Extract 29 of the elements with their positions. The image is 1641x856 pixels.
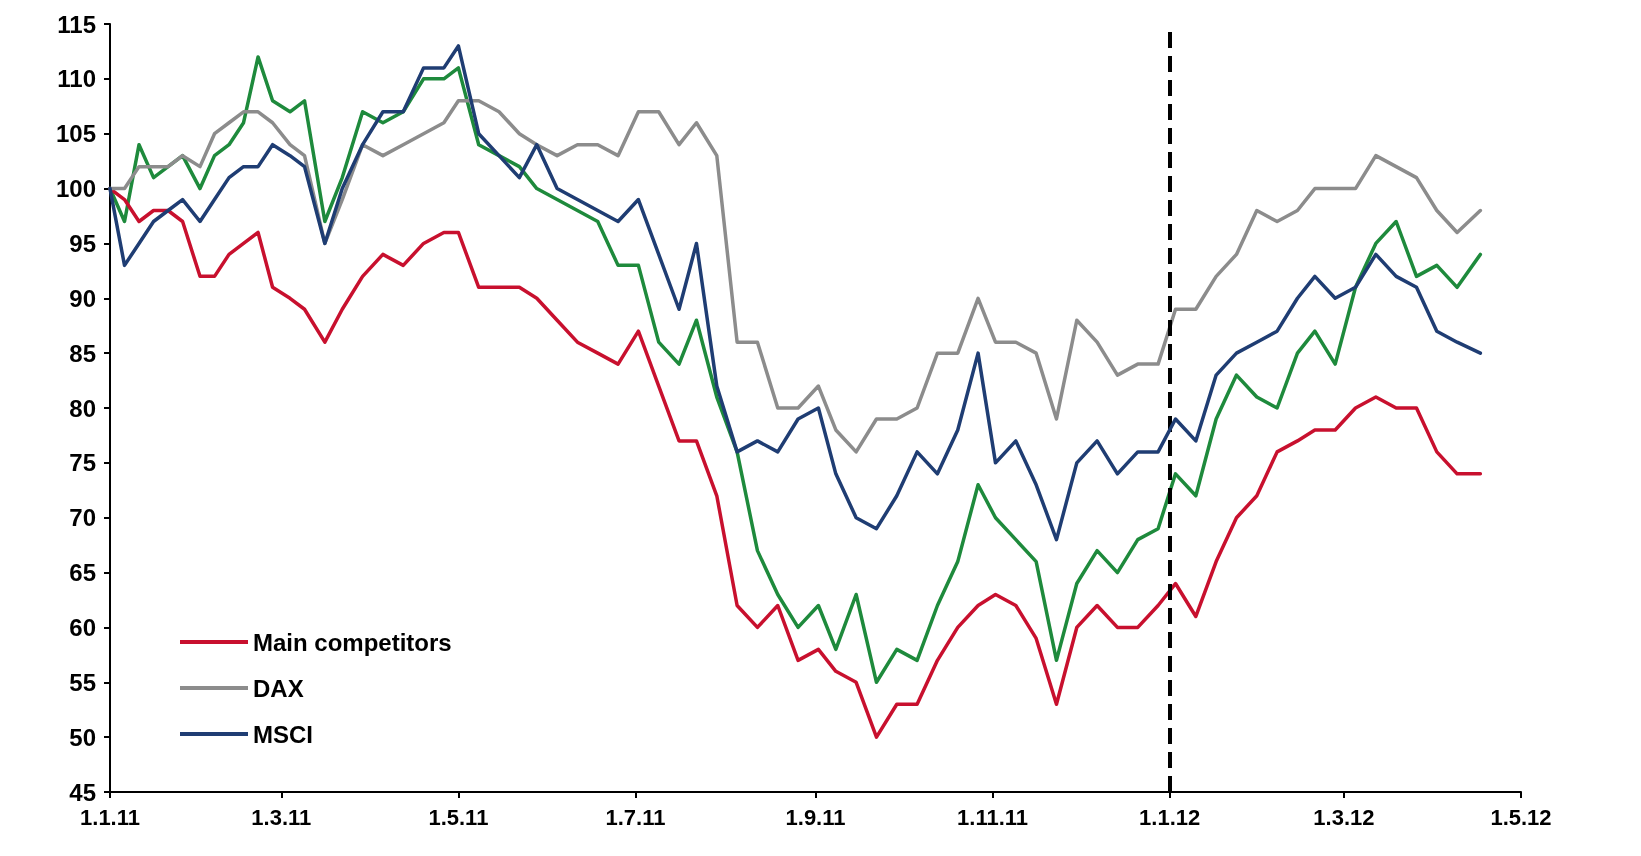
x-tick-label: 1.5.11 — [428, 804, 489, 830]
y-tick-label: 60 — [69, 613, 96, 641]
y-tick-label: 55 — [69, 668, 96, 696]
y-tick-label: 50 — [69, 723, 96, 751]
x-tick-label: 1.1.11 — [80, 804, 140, 830]
line-series — [108, 99, 1483, 454]
x-tick-label: 1.3.11 — [251, 804, 312, 830]
legend-label: DAX — [253, 674, 304, 702]
y-tick-label: 80 — [69, 394, 96, 422]
legend-label: Main competitors — [253, 628, 452, 656]
y-tick-label: 90 — [69, 284, 96, 312]
x-tick-label: 1.7.11 — [605, 804, 666, 830]
y-tick-label: 105 — [55, 120, 96, 148]
y-tick-label: 70 — [69, 504, 96, 532]
y-tick-label: 100 — [55, 175, 96, 203]
x-tick-label: 1.1.12 — [1139, 804, 1201, 830]
x-tick-label: 1.5.12 — [1490, 804, 1552, 830]
line-series — [108, 44, 1483, 542]
x-tick-label: 1.9.11 — [785, 804, 846, 830]
legend-label: MSCI — [253, 720, 313, 748]
y-tick-label: 65 — [69, 559, 96, 587]
y-tick-label: 75 — [69, 449, 96, 477]
y-tick-label: 110 — [57, 65, 96, 93]
y-tick-label: 85 — [69, 339, 96, 367]
y-tick-label: 115 — [57, 10, 96, 38]
y-tick-label: 95 — [69, 229, 96, 257]
x-tick-label: 1.3.12 — [1313, 804, 1375, 830]
y-tick-label: 45 — [69, 778, 96, 806]
x-tick-label: 1.11.11 — [957, 804, 1029, 830]
